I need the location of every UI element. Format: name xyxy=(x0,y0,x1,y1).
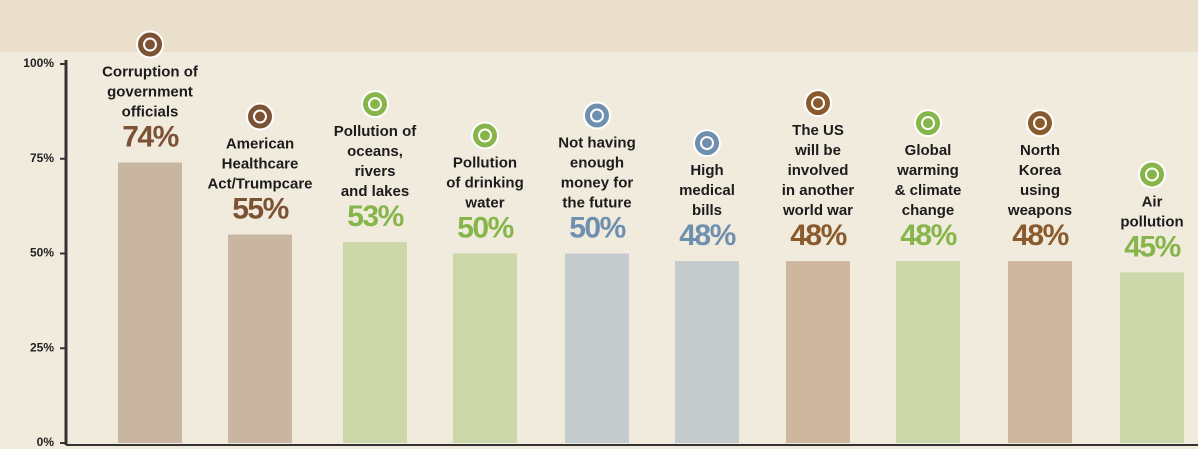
y-tick-label: 100% xyxy=(23,56,54,70)
value-label: 48% xyxy=(1012,219,1068,252)
y-tick-label: 25% xyxy=(30,340,54,354)
category-label: in another xyxy=(782,182,855,199)
bar xyxy=(786,261,850,443)
category-label: pollution xyxy=(1120,213,1183,230)
category-label: Global xyxy=(905,142,952,159)
y-tick-label: 75% xyxy=(30,151,54,165)
category-label: of drinking xyxy=(446,174,524,191)
category-label: Not having xyxy=(558,134,636,151)
bar xyxy=(1120,272,1184,443)
bar xyxy=(1008,261,1072,443)
category-label: & climate xyxy=(895,182,962,199)
category-label: will be xyxy=(794,142,841,159)
value-label: 48% xyxy=(679,219,735,252)
category-label: using xyxy=(1020,182,1060,199)
value-label: 48% xyxy=(900,219,956,252)
bar xyxy=(565,253,629,443)
value-label: 50% xyxy=(457,211,513,244)
category-label: officials xyxy=(122,104,179,121)
y-tick-label: 0% xyxy=(37,435,55,449)
category-label: world war xyxy=(782,202,853,219)
category-label: money for xyxy=(561,174,634,191)
category-label: Pollution xyxy=(453,154,517,171)
value-label: 53% xyxy=(347,200,403,233)
category-label: Air xyxy=(1142,193,1163,210)
icon-inner xyxy=(253,109,267,124)
icon xyxy=(914,109,942,138)
category-label: Act/Trumpcare xyxy=(207,176,312,193)
bar xyxy=(228,234,292,443)
value-label: 50% xyxy=(569,211,625,244)
category-label: medical xyxy=(679,182,735,199)
header-band xyxy=(0,0,1198,52)
value-label: 55% xyxy=(232,192,288,225)
icon xyxy=(693,129,721,158)
icon-inner xyxy=(1033,116,1047,131)
category-label: High xyxy=(690,162,723,179)
value-label: 48% xyxy=(790,219,846,252)
icon-inner xyxy=(1145,167,1159,182)
category-label: Korea xyxy=(1019,162,1062,179)
category-label: weapons xyxy=(1007,202,1072,219)
category-label: The US xyxy=(792,122,844,139)
category-label: rivers xyxy=(355,163,396,180)
icon xyxy=(1138,160,1166,189)
icon-inner xyxy=(811,96,825,111)
category-label: American xyxy=(226,136,294,153)
icon xyxy=(246,102,274,131)
bar xyxy=(896,261,960,443)
icon xyxy=(136,30,164,59)
category-label: government xyxy=(107,84,193,101)
category-label: enough xyxy=(570,154,624,171)
bar xyxy=(343,242,407,443)
category-label: involved xyxy=(788,162,849,179)
icon xyxy=(361,90,389,119)
icon-inner xyxy=(700,136,714,151)
category-label: water xyxy=(464,194,504,211)
icon-inner xyxy=(921,116,935,131)
icon-inner xyxy=(478,128,492,143)
category-label: Healthcare xyxy=(222,156,299,173)
bar xyxy=(118,162,182,444)
icon xyxy=(804,89,832,118)
bar xyxy=(675,261,739,443)
category-label: North xyxy=(1020,142,1060,159)
value-label: 74% xyxy=(122,120,178,153)
category-label: bills xyxy=(692,202,722,219)
icon xyxy=(583,101,611,130)
icon xyxy=(471,121,499,150)
category-label: Corruption of xyxy=(102,64,199,81)
bar xyxy=(453,253,517,443)
y-tick-label: 50% xyxy=(30,246,54,260)
icon-inner xyxy=(368,97,382,112)
icon-inner xyxy=(143,37,157,52)
category-label: change xyxy=(902,202,955,219)
category-label: Pollution of xyxy=(334,123,417,140)
category-label: warming xyxy=(896,162,959,179)
category-label: and lakes xyxy=(341,183,409,200)
category-label: the future xyxy=(562,194,631,211)
category-label: oceans, xyxy=(347,143,403,160)
icon-inner xyxy=(590,108,604,123)
value-label: 45% xyxy=(1124,230,1180,263)
icon xyxy=(1026,109,1054,138)
